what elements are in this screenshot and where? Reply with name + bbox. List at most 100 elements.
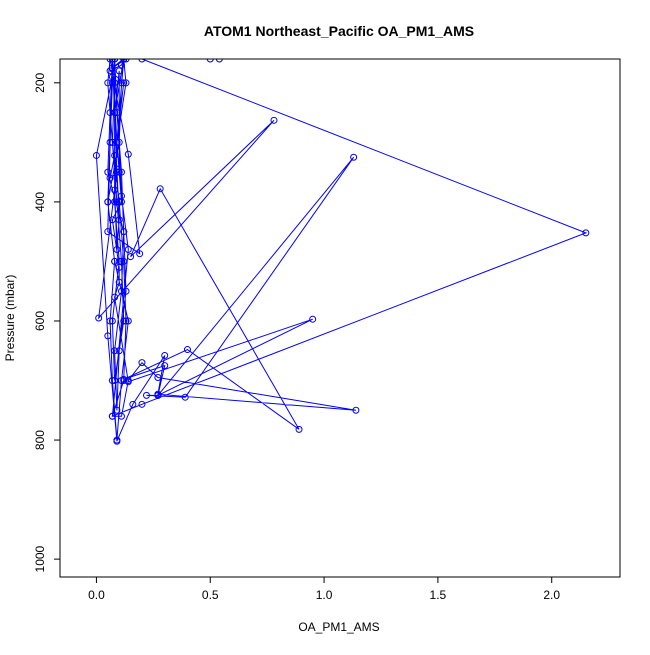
data-point <box>120 257 128 265</box>
data-point <box>106 67 114 75</box>
data-point <box>113 406 121 414</box>
data-point <box>352 406 360 414</box>
data-point <box>124 317 132 325</box>
data-point <box>124 150 132 158</box>
data-point <box>106 317 114 325</box>
data-point <box>117 377 125 385</box>
data-point <box>106 59 114 63</box>
data-point <box>120 377 128 385</box>
data-point <box>117 198 125 206</box>
data-point <box>161 362 169 370</box>
data-point <box>117 287 125 295</box>
data-point <box>117 168 125 176</box>
data-point <box>104 228 112 236</box>
data-point <box>117 257 125 265</box>
x-tick-label: 0.5 <box>202 588 219 602</box>
data-point <box>309 315 317 323</box>
y-tick-label: 400 <box>33 192 47 212</box>
data-point <box>115 138 123 146</box>
data-point <box>270 116 278 124</box>
data-point <box>138 359 146 367</box>
data-point <box>104 168 112 176</box>
x-tick-label: 2.0 <box>543 588 560 602</box>
chart-title: ATOM1 Northeast_Pacific OA_PM1_AMS <box>204 23 474 39</box>
data-point <box>104 332 112 340</box>
data-point <box>120 317 128 325</box>
data-point <box>138 400 146 408</box>
data-point <box>156 185 164 193</box>
data-point <box>113 198 121 206</box>
series-line <box>95 59 588 442</box>
data-point <box>108 317 116 325</box>
data-point <box>108 412 116 420</box>
data-point <box>117 79 125 87</box>
data-point <box>111 151 119 159</box>
data-point <box>104 79 112 87</box>
data-point <box>106 109 114 117</box>
data-point <box>111 377 119 385</box>
data-point <box>111 347 119 355</box>
y-tick-label: 600 <box>33 311 47 331</box>
data-point <box>138 59 146 63</box>
data-point <box>122 317 130 325</box>
data-point <box>115 67 123 75</box>
data-point <box>122 287 130 295</box>
data-point <box>108 377 116 385</box>
data-point <box>92 151 100 159</box>
data-point <box>113 109 121 117</box>
data-point <box>115 216 123 224</box>
data-point <box>111 198 119 206</box>
data-point <box>120 79 128 87</box>
data-point <box>111 59 119 63</box>
data-point <box>129 400 137 408</box>
data-point <box>108 79 116 87</box>
data-point <box>215 59 223 63</box>
data-point <box>127 253 135 261</box>
y-tick-label: 1000 <box>33 545 47 572</box>
data-point <box>115 278 123 286</box>
plot-frame <box>59 58 621 578</box>
plot-area <box>92 50 590 445</box>
data-point <box>111 79 119 87</box>
data-point <box>111 293 119 301</box>
y-axis-label: Pressure (mbar) <box>3 275 17 362</box>
x-axis: 0.0 0.5 1.0 1.5 2.0 <box>88 577 560 602</box>
data-point <box>113 168 121 176</box>
data-point <box>108 216 116 224</box>
x-tick-label: 1.5 <box>430 588 447 602</box>
y-tick-label: 800 <box>33 430 47 450</box>
data-point <box>108 59 116 63</box>
data-point <box>111 109 119 117</box>
data-point <box>115 347 123 355</box>
data-point <box>104 198 112 206</box>
data-point <box>154 391 162 399</box>
data-point <box>106 174 114 182</box>
x-tick-label: 0.0 <box>88 588 105 602</box>
data-point <box>154 374 162 382</box>
data-point <box>111 186 119 194</box>
data-point <box>161 352 169 360</box>
data-point <box>173 50 179 56</box>
data-point <box>108 138 116 146</box>
data-point <box>183 346 191 354</box>
x-axis-label: OA_PM1_AMS <box>298 620 379 634</box>
data-point <box>120 59 128 63</box>
data-point <box>115 257 123 265</box>
data-point <box>106 138 114 146</box>
data-point <box>136 250 144 258</box>
data-point <box>113 436 121 444</box>
data-point <box>115 198 123 206</box>
data-point <box>117 61 125 69</box>
data-point <box>124 246 132 254</box>
data-point <box>128 50 134 56</box>
series-points <box>92 50 590 445</box>
x-tick-label: 1.0 <box>316 588 333 602</box>
data-point <box>111 257 119 265</box>
data-point <box>113 246 121 254</box>
data-point <box>295 425 303 433</box>
data-point <box>122 79 130 87</box>
data-point <box>181 393 189 401</box>
data-point <box>120 228 128 236</box>
